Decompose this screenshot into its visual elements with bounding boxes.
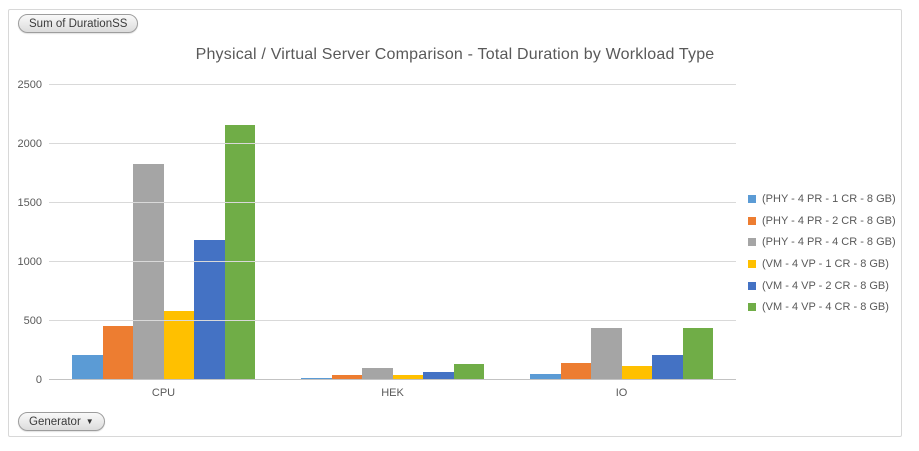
x-axis-category-label: IO [615, 387, 628, 399]
gridline [49, 143, 736, 144]
value-field-button[interactable]: Sum of DurationSS [18, 14, 139, 33]
bar [224, 125, 255, 380]
bar [392, 374, 423, 380]
bar-group-hek [278, 85, 507, 380]
bar [362, 368, 393, 380]
legend-marker [748, 281, 756, 290]
legend-item: (PHY - 4 PR - 4 CR - 8 GB) [748, 231, 903, 253]
y-axis: 0 500 1000 1500 2000 2500 [9, 79, 42, 386]
legend-item: (VM - 4 VP - 2 CR - 8 GB) [748, 275, 903, 297]
bar [194, 239, 225, 380]
bar [621, 366, 652, 380]
y-axis-tick-label: 2500 [17, 79, 42, 91]
bar-groups [49, 85, 736, 380]
x-axis: CPU HEK IO [49, 387, 736, 399]
bar-group-io [507, 85, 736, 380]
x-axis-category-label: CPU [151, 387, 176, 399]
gridline [49, 84, 736, 85]
y-axis-tick-label: 500 [23, 315, 42, 327]
bar [591, 327, 622, 380]
gridline [49, 320, 736, 321]
legend-marker [748, 238, 756, 247]
legend-item: (VM - 4 VP - 4 CR - 8 GB) [748, 296, 903, 318]
legend-marker [748, 216, 756, 225]
y-axis-tick-label: 1000 [17, 256, 42, 268]
legend-item-label: (PHY - 4 PR - 1 CR - 8 GB) [762, 192, 896, 205]
legend-item: (VM - 4 VP - 1 CR - 8 GB) [748, 253, 903, 275]
legend-marker [748, 194, 756, 203]
bar [682, 327, 713, 380]
bar [133, 164, 164, 380]
legend-marker [748, 303, 756, 312]
legend-items: (PHY - 4 PR - 1 CR - 8 GB) (PHY - 4 PR - … [748, 188, 903, 318]
bar [560, 362, 591, 380]
x-axis-category-label: HEK [381, 387, 404, 399]
gridline [49, 261, 736, 262]
chart-title: Physical / Virtual Server Comparison - T… [195, 46, 715, 63]
axis-field-label: Generator [29, 415, 81, 428]
bar-group-cpu [49, 85, 278, 380]
value-field-label: Sum of DurationSS [29, 17, 128, 30]
legend-item-label: (PHY - 4 PR - 4 CR - 8 GB) [762, 236, 896, 249]
gridline [49, 202, 736, 203]
gridline [49, 379, 736, 380]
bar [423, 372, 454, 380]
bar [72, 355, 103, 380]
bar [453, 364, 484, 380]
y-axis-tick-label: 1500 [17, 197, 42, 209]
legend-item-label: (VM - 4 VP - 1 CR - 8 GB) [762, 257, 889, 270]
legend-item-label: (VM - 4 VP - 4 CR - 8 GB) [762, 301, 889, 314]
chevron-down-icon: ▼ [85, 416, 94, 426]
bar [331, 374, 362, 380]
bar [652, 355, 683, 380]
legend-marker [748, 259, 756, 268]
legend-item: (PHY - 4 PR - 2 CR - 8 GB) [748, 210, 903, 232]
plot-area [49, 84, 736, 380]
bar [102, 326, 133, 380]
axis-field-button[interactable]: Generator ▼ [18, 412, 105, 431]
y-axis-tick-label: 2000 [17, 138, 42, 150]
pivot-chart: Sum of DurationSS Physical / Virtual Ser… [8, 9, 902, 437]
legend-item: (PHY - 4 PR - 1 CR - 8 GB) [748, 188, 903, 210]
y-axis-tick-label: 0 [35, 374, 42, 386]
bar [530, 373, 561, 380]
bar [163, 310, 194, 380]
legend-item-label: (VM - 4 VP - 2 CR - 8 GB) [762, 279, 889, 292]
legend-item-label: (PHY - 4 PR - 2 CR - 8 GB) [762, 214, 896, 227]
legend-panel: TestCase ▾ (PHY - 4 PR - 1 CR - 8 GB)(PH… [748, 158, 903, 318]
